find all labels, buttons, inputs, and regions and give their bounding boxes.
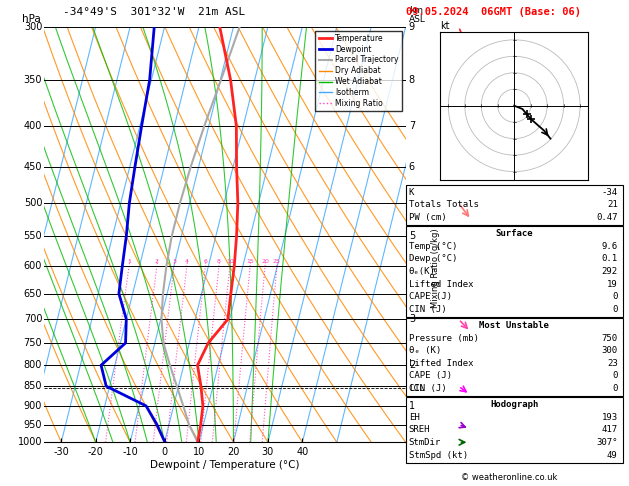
Text: 9: 9 [409,22,415,32]
Text: 09.05.2024  06GMT (Base: 06): 09.05.2024 06GMT (Base: 06) [406,7,581,17]
Text: kt: kt [440,21,450,31]
Text: 650: 650 [24,289,42,298]
Text: 0.1: 0.1 [601,254,618,263]
Text: 9.6: 9.6 [601,242,618,251]
Text: 6: 6 [409,162,415,172]
Text: StmSpd (kt): StmSpd (kt) [409,451,468,460]
Text: 800: 800 [24,360,42,370]
Text: 19: 19 [607,279,618,289]
Text: 417: 417 [601,425,618,434]
Text: 300: 300 [24,22,42,32]
Text: CIN (J): CIN (J) [409,384,447,393]
Text: 300: 300 [601,346,618,355]
Text: 21: 21 [607,200,618,209]
Text: SREH: SREH [409,425,430,434]
Text: 600: 600 [24,261,42,271]
Text: 5: 5 [409,231,415,241]
Text: 20: 20 [261,259,269,264]
Text: StmDir: StmDir [409,438,441,447]
Text: Hodograph: Hodograph [490,400,538,409]
Text: LCL: LCL [409,383,424,393]
Text: K: K [409,188,415,197]
Text: hPa: hPa [22,14,41,24]
Text: 0: 0 [612,384,618,393]
Text: 3: 3 [172,259,176,264]
Text: 23: 23 [607,359,618,368]
Text: 307°: 307° [596,438,618,447]
Text: 6: 6 [203,259,208,264]
Text: 950: 950 [24,419,42,430]
Text: Lifted Index: Lifted Index [409,359,474,368]
Text: 450: 450 [24,162,42,172]
Text: 2: 2 [155,259,159,264]
Text: Pressure (mb): Pressure (mb) [409,333,479,343]
Text: Totals Totals: Totals Totals [409,200,479,209]
Text: -34: -34 [601,188,618,197]
Text: 1: 1 [127,259,131,264]
Text: 0: 0 [612,305,618,314]
Text: 700: 700 [24,314,42,324]
Text: 2: 2 [409,360,415,370]
Text: -34°49'S  301°32'W  21m ASL: -34°49'S 301°32'W 21m ASL [63,7,245,17]
Text: 7: 7 [409,121,415,131]
Text: Lifted Index: Lifted Index [409,279,474,289]
Text: θₑ(K): θₑ(K) [409,267,436,276]
Text: © weatheronline.co.uk: © weatheronline.co.uk [461,473,558,482]
Text: 850: 850 [24,381,42,391]
Text: 25: 25 [273,259,281,264]
X-axis label: Dewpoint / Temperature (°C): Dewpoint / Temperature (°C) [150,460,299,470]
Text: 193: 193 [601,413,618,422]
Text: Surface: Surface [496,229,533,238]
Text: 400: 400 [24,121,42,131]
Text: 0: 0 [612,371,618,381]
Text: 500: 500 [24,198,42,208]
Text: 350: 350 [24,75,42,85]
Text: 900: 900 [24,401,42,411]
Text: CIN (J): CIN (J) [409,305,447,314]
Text: Temp (°C): Temp (°C) [409,242,457,251]
Text: PW (cm): PW (cm) [409,213,447,222]
Text: 0.47: 0.47 [596,213,618,222]
Text: 8: 8 [409,75,415,85]
Text: 10: 10 [226,259,234,264]
Text: 750: 750 [601,333,618,343]
Text: 292: 292 [601,267,618,276]
Text: 3: 3 [409,314,415,324]
Text: EH: EH [409,413,420,422]
Text: 1000: 1000 [18,437,42,447]
Text: 8: 8 [217,259,221,264]
Text: 550: 550 [24,231,42,241]
Text: CAPE (J): CAPE (J) [409,292,452,301]
Text: 1: 1 [409,401,415,411]
Text: Most Unstable: Most Unstable [479,321,549,330]
Text: Mixing Ratio (g/kg): Mixing Ratio (g/kg) [431,228,440,308]
Text: Dewp (°C): Dewp (°C) [409,254,457,263]
Text: 49: 49 [607,451,618,460]
Text: km
ASL: km ASL [409,6,426,24]
Text: θₑ (K): θₑ (K) [409,346,441,355]
Text: 4: 4 [185,259,189,264]
Text: CAPE (J): CAPE (J) [409,371,452,381]
Text: 750: 750 [24,338,42,348]
Legend: Temperature, Dewpoint, Parcel Trajectory, Dry Adiabat, Wet Adiabat, Isotherm, Mi: Temperature, Dewpoint, Parcel Trajectory… [316,31,402,111]
Text: 15: 15 [247,259,254,264]
Text: 0: 0 [612,292,618,301]
